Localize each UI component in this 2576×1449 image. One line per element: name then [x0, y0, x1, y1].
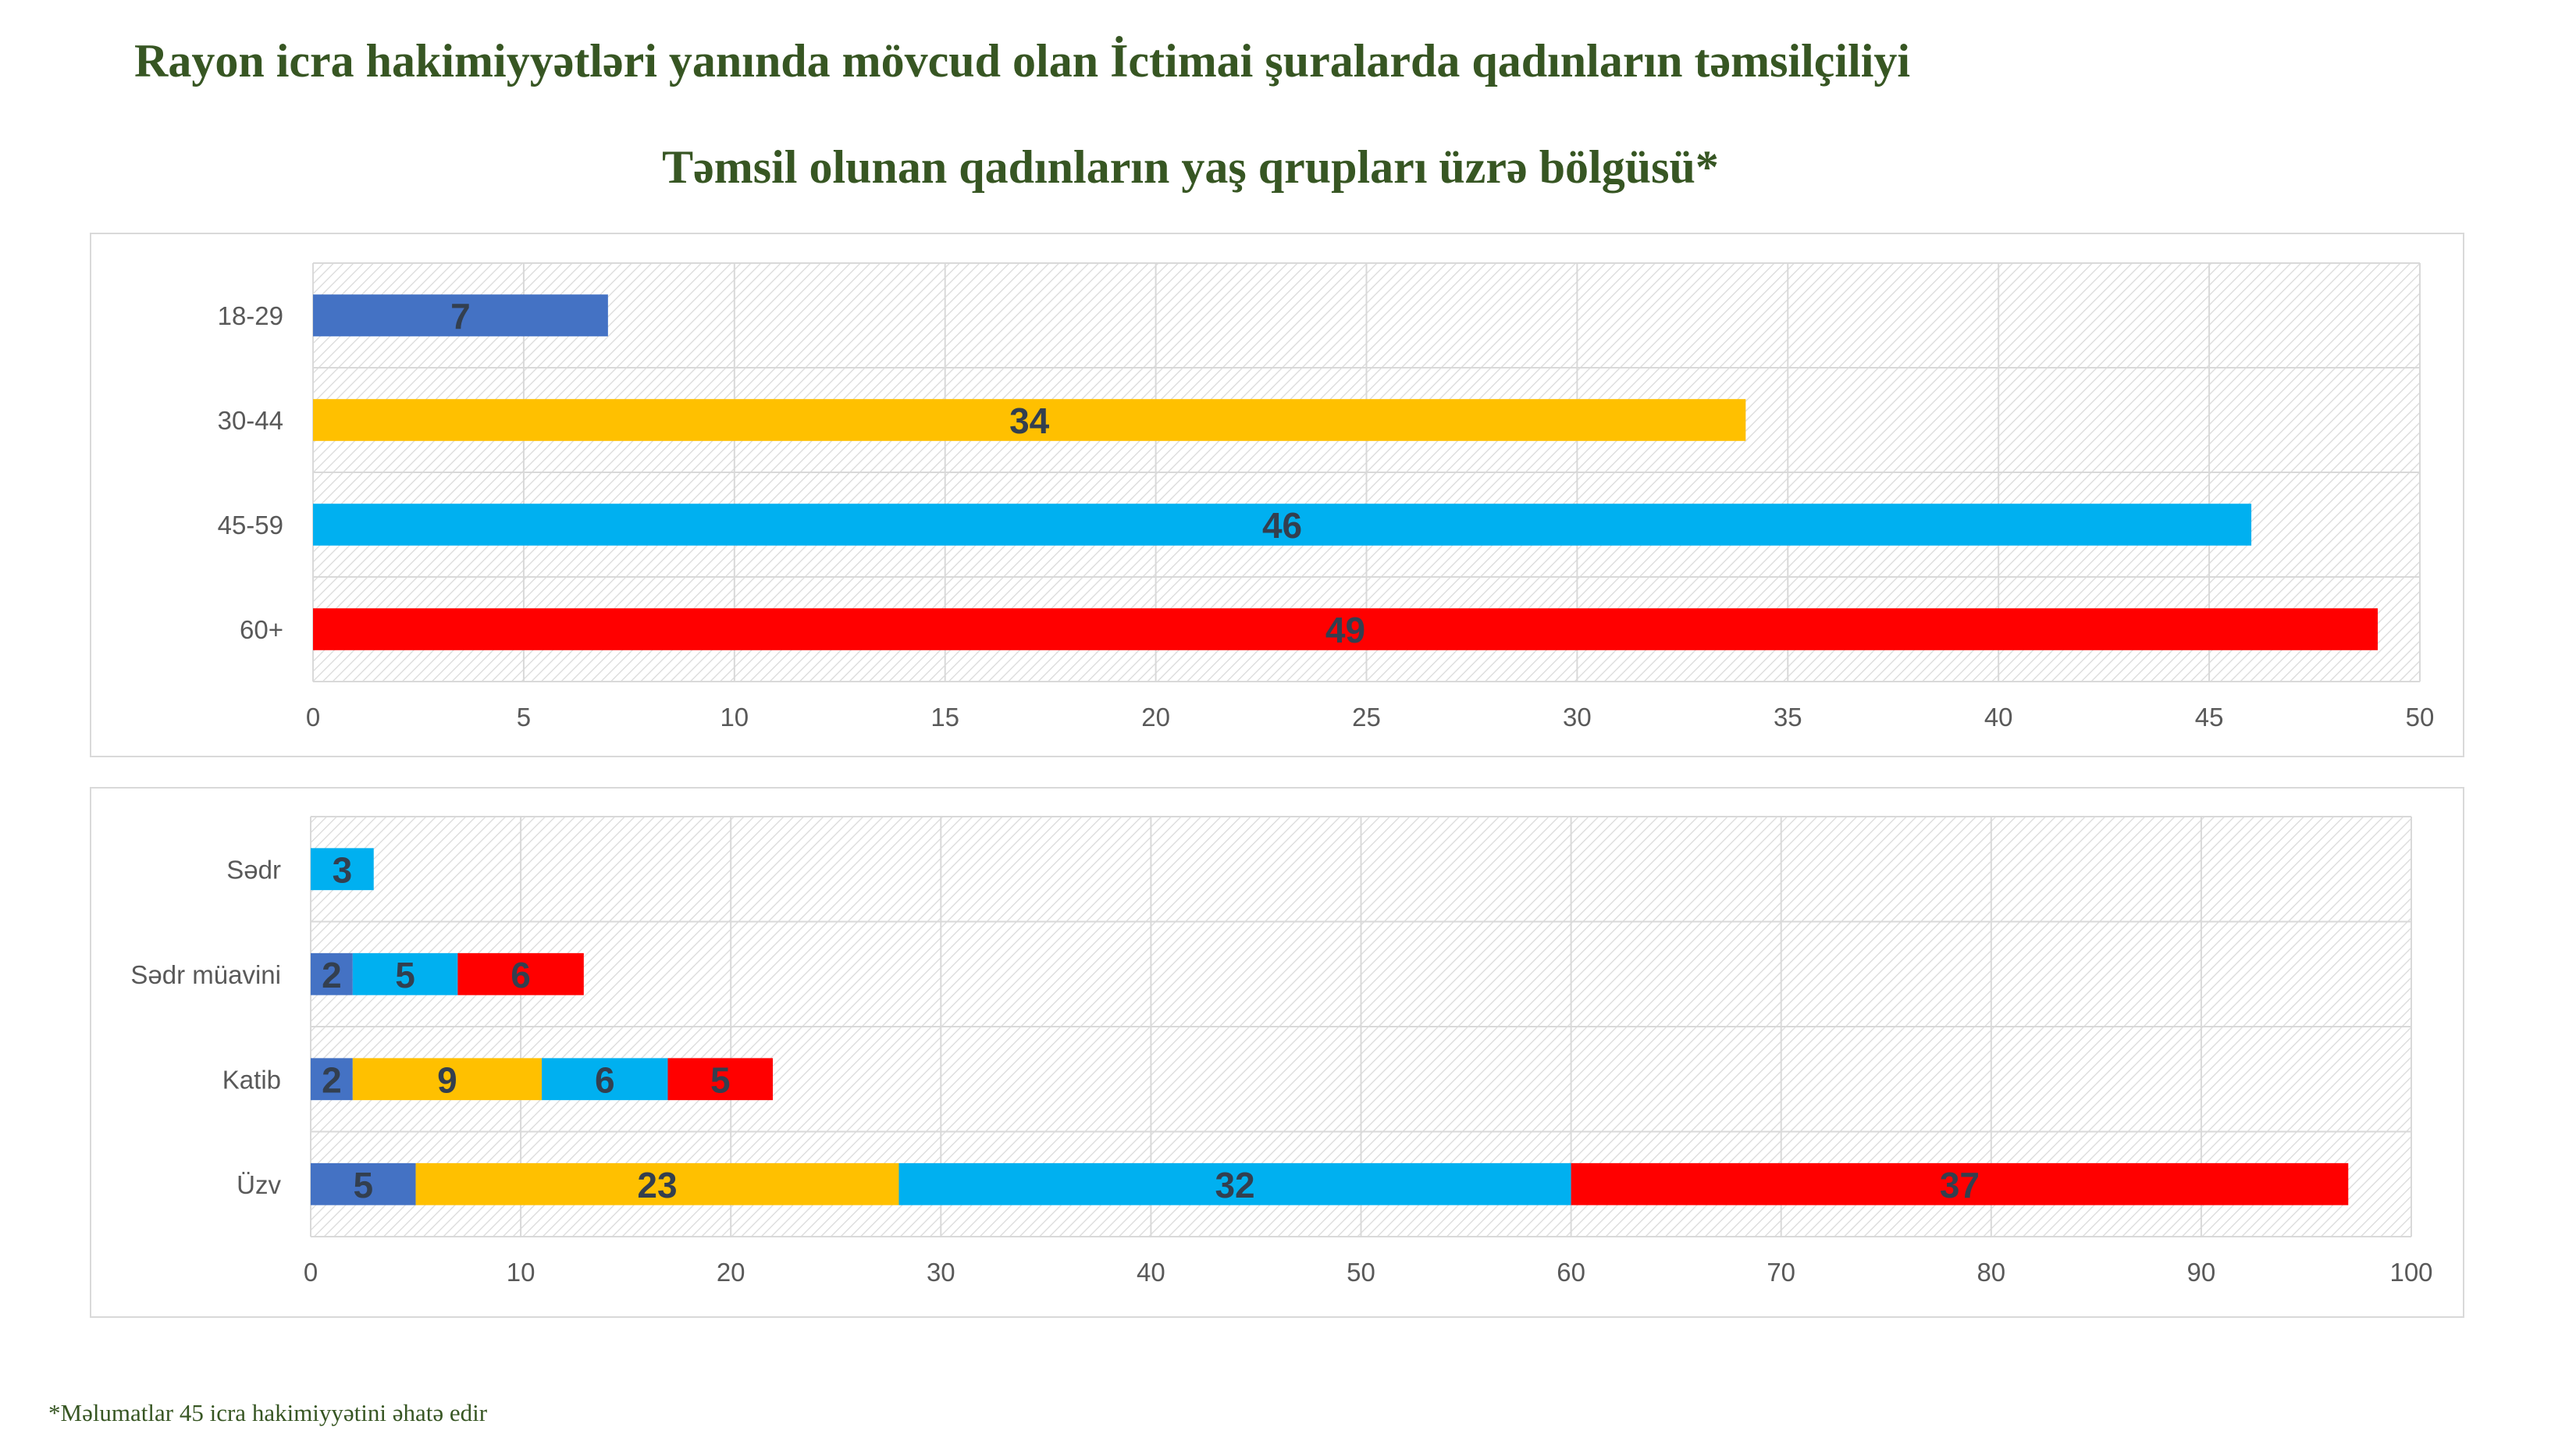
y-category-label-30-44: 30-44	[218, 406, 283, 435]
data-label-45-59: 46	[1262, 505, 1302, 546]
data-label-30-44: 34	[1009, 401, 1050, 441]
x-tick-label: 40	[1984, 703, 2013, 732]
data-label-uzv-segment-2: 32	[1215, 1165, 1254, 1205]
data-label-sedr-segment-2: 3	[333, 849, 353, 890]
x-tick-label: 30	[927, 1258, 955, 1287]
x-tick-label: 15	[930, 703, 959, 732]
bar-katib-segment-0	[311, 1058, 353, 1101]
bar-sedr-muavini-segment-2	[352, 952, 458, 995]
data-label-katib-segment-0: 2	[322, 1059, 342, 1100]
y-category-label-katib: Katib	[222, 1065, 281, 1094]
x-tick-label: 100	[2389, 1258, 2432, 1287]
bar-uzv-segment-3	[1571, 1162, 2349, 1205]
x-tick-label: 60	[1557, 1258, 1585, 1287]
data-label-sedr-muavini-segment-2: 5	[395, 955, 415, 995]
chart-subtitle: Təmsil olunan qadınların yaş qrupları üz…	[662, 141, 1719, 193]
bar-30-44	[313, 399, 1746, 441]
data-label-sedr-muavini-segment-0: 2	[322, 955, 342, 995]
x-tick-label: 90	[2187, 1258, 2216, 1287]
bar-katib-segment-3	[667, 1058, 774, 1101]
data-label-uzv-segment-3: 37	[1940, 1165, 1980, 1205]
y-category-label-sedr-muavini: Sədr müavini	[130, 960, 281, 989]
x-tick-label: 80	[1976, 1258, 2005, 1287]
x-tick-label: 50	[1347, 1258, 1375, 1287]
data-label-sedr-muavini-segment-3: 6	[511, 955, 531, 995]
x-tick-label: 35	[1774, 703, 1802, 732]
x-tick-label: 30	[1563, 703, 1592, 732]
bar-sedr-segment-2	[311, 848, 374, 891]
x-tick-label: 40	[1137, 1258, 1165, 1287]
footnote: *Məlumatlar 45 icra hakimiyyətini əhatə …	[48, 1399, 488, 1426]
data-label-uzv-segment-0: 5	[353, 1165, 373, 1205]
x-tick-label: 20	[717, 1258, 745, 1287]
data-label-katib-segment-2: 6	[595, 1059, 615, 1100]
x-tick-label: 20	[1141, 703, 1170, 732]
x-tick-label: 50	[2406, 703, 2435, 732]
y-category-label-18-29: 18-29	[218, 301, 283, 330]
y-category-label-sedr: Sədr	[226, 855, 281, 884]
chart-title: Rayon icra hakimiyyətləri yanında mövcud…	[134, 35, 1911, 87]
bar-sedr-muavini-segment-0	[311, 952, 353, 995]
data-label-katib-segment-1: 9	[437, 1059, 457, 1100]
data-label-katib-segment-3: 5	[710, 1059, 731, 1100]
age-group-bar-chart: 0 5 10 15 20 25 30 35 40 45 50 18-29 7 30-44 34 45-59 46…	[218, 262, 2435, 732]
data-label-18-29: 7	[450, 296, 471, 336]
bar-uzv-segment-1	[415, 1162, 899, 1205]
y-category-label-uzv: Üzv	[237, 1170, 281, 1199]
x-tick-label: 10	[720, 703, 749, 732]
x-tick-label: 5	[517, 703, 531, 732]
position-stacked-bar-chart: 0 10 20 30 40 50 60 70 80 90 100 Sədr 3 Sədr müavini 2…	[130, 816, 2433, 1287]
bar-uzv-segment-0	[311, 1162, 416, 1205]
x-tick-label: 70	[1767, 1258, 1795, 1287]
bar-18-29	[313, 294, 608, 336]
bar-60plus	[313, 608, 2379, 650]
x-tick-label: 0	[304, 1258, 318, 1287]
bar-katib-segment-2	[542, 1058, 668, 1101]
x-tick-label: 10	[507, 1258, 535, 1287]
bar-45-59	[313, 504, 2252, 546]
data-label-60plus: 49	[1325, 610, 1365, 650]
y-category-label-60plus: 60+	[240, 615, 283, 644]
x-tick-label: 25	[1352, 703, 1381, 732]
bar-uzv-segment-2	[898, 1162, 1571, 1205]
x-tick-label: 45	[2195, 703, 2224, 732]
y-category-label-45-59: 45-59	[218, 511, 283, 539]
bar-sedr-muavini-segment-3	[457, 952, 584, 995]
data-label-uzv-segment-1: 23	[637, 1165, 677, 1205]
x-tick-label: 0	[306, 703, 320, 732]
bar-katib-segment-1	[352, 1058, 543, 1101]
